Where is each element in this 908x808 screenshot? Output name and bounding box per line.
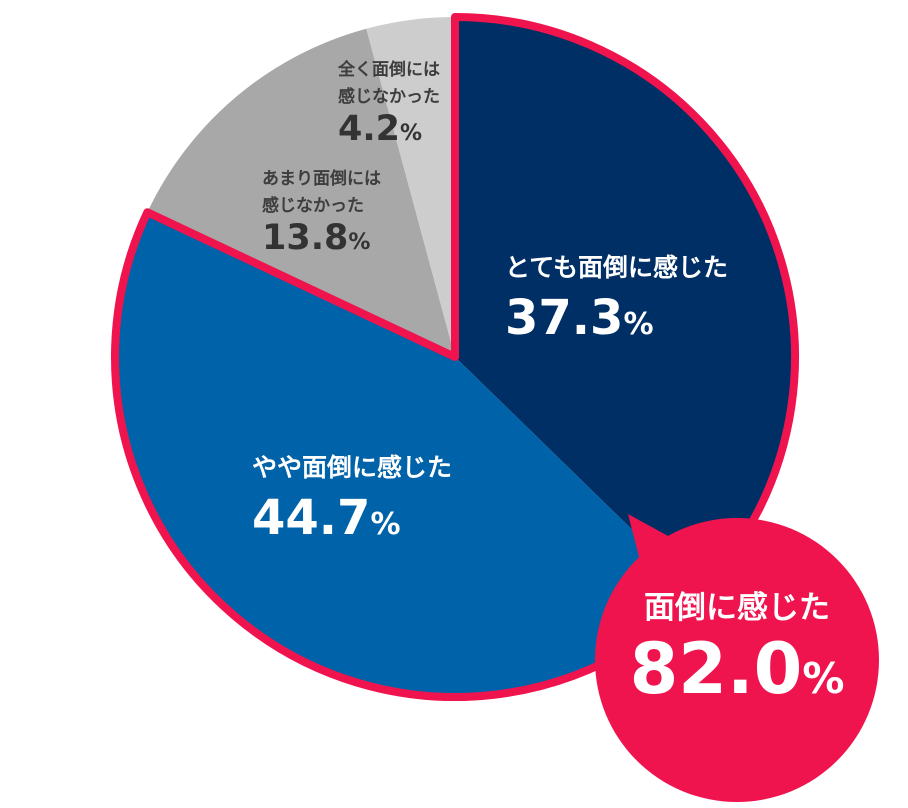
pie-slices <box>111 13 800 701</box>
slice-category-label: 感じなかった <box>262 195 364 216</box>
pie-slice <box>366 17 455 357</box>
callout-label: 面倒に感じた <box>644 590 830 626</box>
slice-category-label: やや面倒に感じた <box>252 453 452 482</box>
pie-slice <box>115 212 699 698</box>
slice-category-label: とても面倒に感じた <box>505 253 728 282</box>
slice-category-label: 感じなかった <box>338 86 440 107</box>
pie-slice <box>147 28 456 358</box>
pie-slice <box>455 17 796 595</box>
callout-circle <box>595 518 879 802</box>
slice-category-label: あまり面倒には <box>262 169 381 189</box>
slice-category-label: 全く面倒には <box>337 59 440 80</box>
